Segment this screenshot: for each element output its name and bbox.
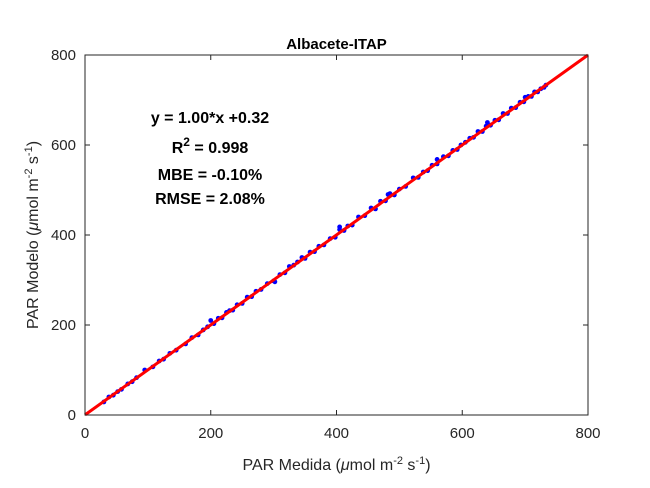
data-point [337,224,343,230]
y-axis-label: PAR Modelo (μmol m-2 s-1) [23,141,42,329]
y-tick-label: 200 [51,317,76,334]
r-squared: R2 = 0.998 [172,135,249,157]
x-tick-label: 200 [198,425,223,442]
x-tick-label: 800 [575,425,600,442]
x-tick-label: 0 [81,425,89,442]
x-tick-label: 400 [324,425,349,442]
regression-equation: y = 1.00*x +0.32 [151,110,269,127]
rmse-stat: RMSE = 2.08% [155,191,265,208]
mbe-stat: MBE = -0.10% [158,167,262,184]
ticks-layer: 0 200 400 600 800 0 200 400 600 800 [51,47,601,442]
y-tick-label: 400 [51,227,76,244]
fit-line [84,53,589,417]
y-tick-label: 0 [68,407,76,424]
x-tick-label: 600 [450,425,475,442]
y-tick-label: 600 [51,137,76,154]
y-tick-label: 800 [51,47,76,64]
x-axis-label: PAR Medida (μmol m-2 s-1) [242,455,430,474]
data-point [485,120,490,125]
chart-title: Albacete-ITAP [286,36,387,53]
data-point [208,318,214,323]
